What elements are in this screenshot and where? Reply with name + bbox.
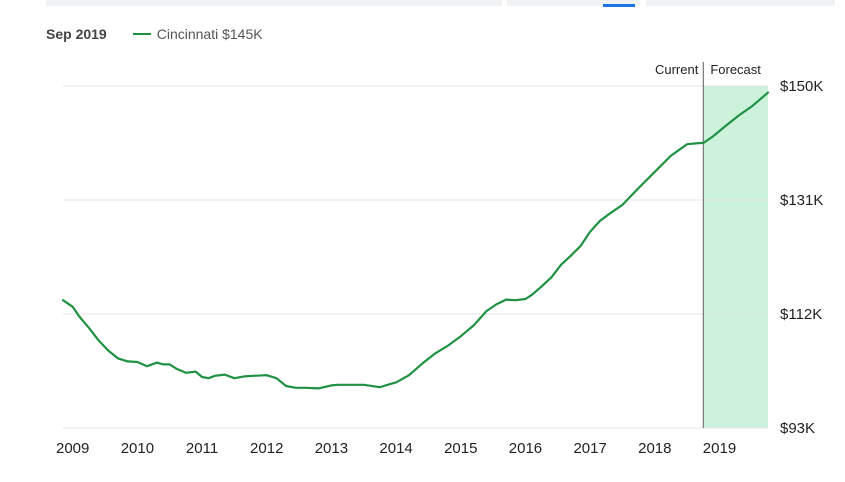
x-tick-label: 2019 xyxy=(703,440,736,457)
x-tick-label: 2009 xyxy=(56,440,89,457)
x-tick-label: 2012 xyxy=(250,440,283,457)
x-axis: 2009 2010 2011 2012 2013 2014 2015 2016 2017 2018… xyxy=(56,440,736,457)
x-tick-label: 2010 xyxy=(121,440,154,457)
x-tick-label: 2011 xyxy=(186,440,218,457)
forecast-region xyxy=(703,86,768,428)
series-layer xyxy=(61,91,770,390)
current-forecast-marker: Current Forecast xyxy=(655,62,761,428)
top-tab-bar xyxy=(0,0,845,8)
series-line-0 xyxy=(61,91,770,390)
y-tick-label: $150K xyxy=(780,78,823,95)
x-tick-label: 2017 xyxy=(573,440,606,457)
legend-date: Sep 2019 xyxy=(46,26,107,42)
y-axis: $93K $112K $131K $150K xyxy=(780,78,823,437)
x-tick-label: 2013 xyxy=(315,440,348,457)
y-tick-label: $131K xyxy=(780,192,823,209)
x-tick-label: 2015 xyxy=(444,440,477,457)
grid-lines xyxy=(63,85,768,429)
x-tick-label: 2014 xyxy=(379,440,412,457)
tab-segment[interactable] xyxy=(507,0,640,6)
x-tick-label: 2018 xyxy=(638,440,671,457)
y-tick-label: $112K xyxy=(780,306,822,323)
forecast-shaded-area xyxy=(703,86,768,428)
active-tab-indicator xyxy=(603,4,635,7)
legend-series-label: Cincinnati $145K xyxy=(156,26,263,42)
forecast-label: Forecast xyxy=(710,62,761,77)
chart-legend: Sep 2019 Cincinnati $145K xyxy=(46,24,263,44)
legend-line-swatch xyxy=(132,33,151,35)
y-tick-label: $93K xyxy=(780,420,815,437)
current-label: Current xyxy=(655,62,699,77)
x-tick-label: 2016 xyxy=(509,440,542,457)
tab-segment[interactable] xyxy=(46,0,502,6)
tab-segment[interactable] xyxy=(646,0,835,6)
